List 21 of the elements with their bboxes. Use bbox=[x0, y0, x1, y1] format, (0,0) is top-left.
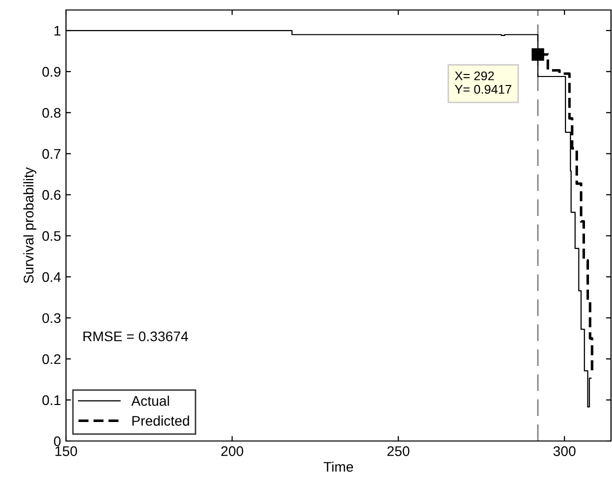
annotation: X= 292 Y= 0.9417 bbox=[454, 71, 512, 94]
legend-label: Predicted bbox=[132, 416, 190, 426]
y-tick-label: 0.1 bbox=[42, 395, 60, 406]
y-tick-label: 0.9 bbox=[42, 66, 60, 77]
y-tick-label: 0.2 bbox=[42, 354, 60, 364]
x-tick-label: 200 bbox=[221, 446, 244, 456]
x-tick-label: 250 bbox=[387, 446, 410, 456]
y-tick-label: 0.3 bbox=[42, 313, 61, 324]
annotation: RMSE = 0.33674 bbox=[83, 331, 188, 342]
x-tick-label: 300 bbox=[553, 446, 576, 456]
legend-label: Actual bbox=[131, 396, 169, 406]
x-tick-label: 150 bbox=[55, 446, 78, 456]
y-tick-label: 1 bbox=[54, 26, 60, 36]
y-axis-title: Survival probability bbox=[23, 167, 36, 284]
y-tick-label: 0 bbox=[54, 436, 61, 446]
x-axis-title: Time bbox=[324, 462, 354, 472]
y-tick-label: 0.6 bbox=[42, 190, 61, 200]
y-tick-label: 0.7 bbox=[42, 149, 60, 159]
y-tick-label: 0.4 bbox=[42, 272, 61, 282]
y-tick-label: 0.5 bbox=[42, 231, 61, 241]
y-tick-label: 0.8 bbox=[42, 108, 61, 118]
